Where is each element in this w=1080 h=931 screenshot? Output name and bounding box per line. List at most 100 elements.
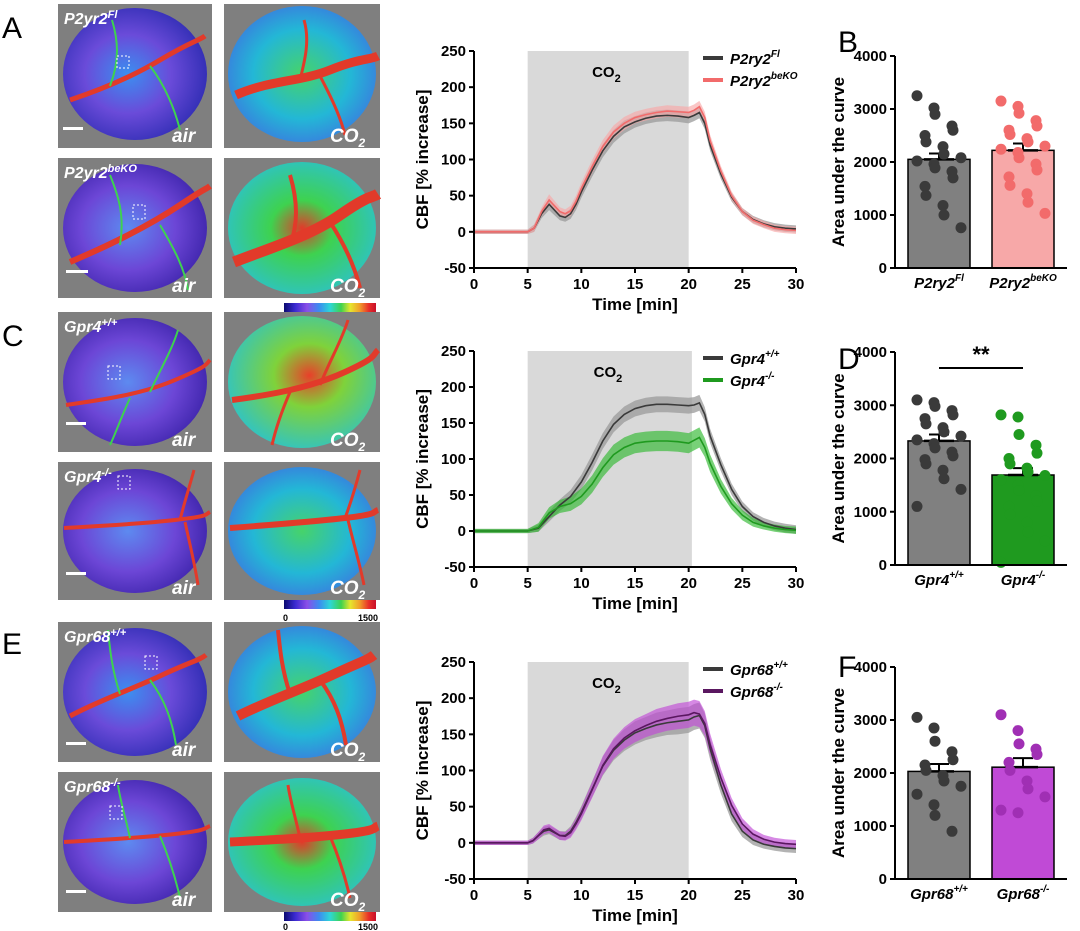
data-point-b-0	[955, 152, 967, 164]
genotype-label-e-bottom: Gpr68	[64, 779, 110, 796]
data-point-d-0	[929, 400, 941, 412]
data-point-b-0	[911, 90, 923, 102]
data-point-d-1	[1004, 458, 1016, 470]
data-point-d-0	[947, 409, 959, 421]
series-line-c-1	[474, 436, 797, 532]
data-point-d-1	[1003, 500, 1015, 512]
genotype-label-c-bottom: Gpr4	[64, 469, 101, 486]
image-bottom-air-a: P2yr2beKO air	[58, 158, 212, 298]
genotype-label-a-top: P2yr2	[64, 11, 108, 28]
svg-text:CO2: CO2	[330, 430, 366, 454]
svg-text:Gpr68-/-: Gpr68-/-	[64, 777, 121, 796]
category-name-f-1: Gpr68	[997, 886, 1041, 903]
y-tick-label-c: -50	[444, 559, 466, 576]
data-point-b-1	[1021, 188, 1033, 200]
data-point-f-0	[947, 754, 959, 766]
image-top-co2-c: CO2	[224, 312, 381, 454]
data-point-b-1	[1004, 179, 1016, 191]
category-name-b-1: P2ry2	[989, 275, 1031, 292]
panel-label-d: D	[838, 343, 860, 376]
y-tick-label-b: 0	[879, 260, 887, 277]
genotype-label-a-bottom: P2yr2	[64, 165, 108, 182]
x-tick-label-e: 10	[573, 887, 590, 904]
genotype-label-c-top: Gpr4	[64, 319, 101, 336]
genotype-sup-c-bottom: -/-	[101, 467, 112, 479]
data-point-d-1	[1031, 495, 1043, 507]
y-tick-label-d: 3000	[854, 397, 887, 414]
data-point-f-1	[1039, 791, 1051, 803]
data-point-b-1	[1003, 171, 1015, 183]
y-tick-label-f: 1000	[854, 818, 887, 835]
legend-name-c-1: Gpr4	[730, 373, 766, 390]
legend-label-e-0: Gpr68+/+	[730, 660, 788, 679]
data-point-b-1	[995, 143, 1007, 155]
legend-label-a-0: P2ry2Fl	[730, 49, 780, 68]
category-sup-b-0: Fl	[955, 273, 964, 284]
data-point-d-0	[947, 450, 959, 462]
co2-window-label-sub-e: 2	[615, 684, 621, 696]
data-point-f-1	[1012, 725, 1024, 737]
x-tick-label-e: 0	[470, 887, 478, 904]
category-name-d-0: Gpr4	[914, 572, 950, 589]
legend-sup-a-0: Fl	[771, 49, 780, 60]
svg-text:CO2: CO2	[330, 578, 366, 602]
category-label-b-1: P2ry2beKO	[989, 273, 1057, 292]
co2-window-a	[527, 51, 689, 268]
genotype-sup-c-top: +/+	[101, 317, 117, 329]
image-top-air-e: Gpr68+/+ air	[58, 622, 212, 762]
co2-sub-c-bottom: 2	[358, 588, 366, 602]
data-point-d-1	[1021, 516, 1033, 528]
data-point-d-1	[1022, 466, 1034, 478]
x-tick-label-a: 0	[470, 276, 478, 293]
category-name-b-0: P2ry2	[914, 275, 956, 292]
bar-f-1	[991, 766, 1055, 880]
data-point-b-1	[1031, 120, 1043, 132]
colorbar-max-e: 1500	[358, 922, 378, 931]
y-tick-label-a: 0	[458, 224, 466, 241]
data-point-f-0	[928, 722, 940, 734]
data-point-b-0	[911, 155, 923, 167]
y-tick-label-e: 150	[441, 726, 466, 743]
data-point-b-0	[929, 108, 941, 120]
co2-window-e	[527, 662, 689, 879]
data-point-d-1	[1013, 484, 1025, 496]
co2-sub-e-bottom: 2	[358, 900, 366, 914]
co2-window-label-text-c: CO	[594, 364, 617, 381]
data-point-b-1	[1013, 107, 1025, 119]
data-point-d-1	[1004, 508, 1016, 520]
svg-text:P2yr2Fl: P2yr2Fl	[64, 9, 118, 28]
svg-text:P2yr2beKO: P2yr2beKO	[64, 163, 137, 182]
category-sup-b-1: beKO	[1030, 273, 1057, 284]
data-point-b-0	[920, 136, 932, 148]
y-tick-label-f: 2000	[854, 765, 887, 782]
data-point-d-1	[995, 409, 1007, 421]
image-bottom-co2-e: CO2	[224, 772, 380, 914]
colorbar-min-e: 0	[283, 922, 288, 931]
legend-name-e-1: Gpr68	[730, 684, 774, 701]
data-point-d-1	[1031, 447, 1043, 459]
co2-label-c-bottom: CO	[330, 578, 359, 599]
colorbar-max-c: 1500	[358, 613, 378, 623]
category-sup-f-1: -/-	[1040, 884, 1050, 895]
image-bottom-co2-c: CO2	[224, 462, 380, 602]
data-point-b-0	[929, 162, 941, 174]
series-line-e-1	[474, 711, 797, 846]
y-tick-label-a: 150	[441, 115, 466, 132]
data-point-d-0	[937, 464, 949, 476]
data-point-d-0	[911, 434, 923, 446]
x-tick-label-e: 20	[680, 887, 697, 904]
y-tick-label-a: 50	[449, 188, 466, 205]
data-point-b-1	[1022, 196, 1034, 208]
y-tick-label-e: 250	[441, 654, 466, 671]
x-tick-label-a: 20	[680, 276, 697, 293]
data-point-d-1	[1030, 439, 1042, 451]
data-point-b-1	[1031, 164, 1043, 176]
y-tick-label-c: 200	[441, 379, 466, 396]
y-tick-label-e: 100	[441, 763, 466, 780]
x-tick-label-a: 15	[627, 276, 644, 293]
legend-label-c-0: Gpr4+/+	[730, 349, 780, 368]
